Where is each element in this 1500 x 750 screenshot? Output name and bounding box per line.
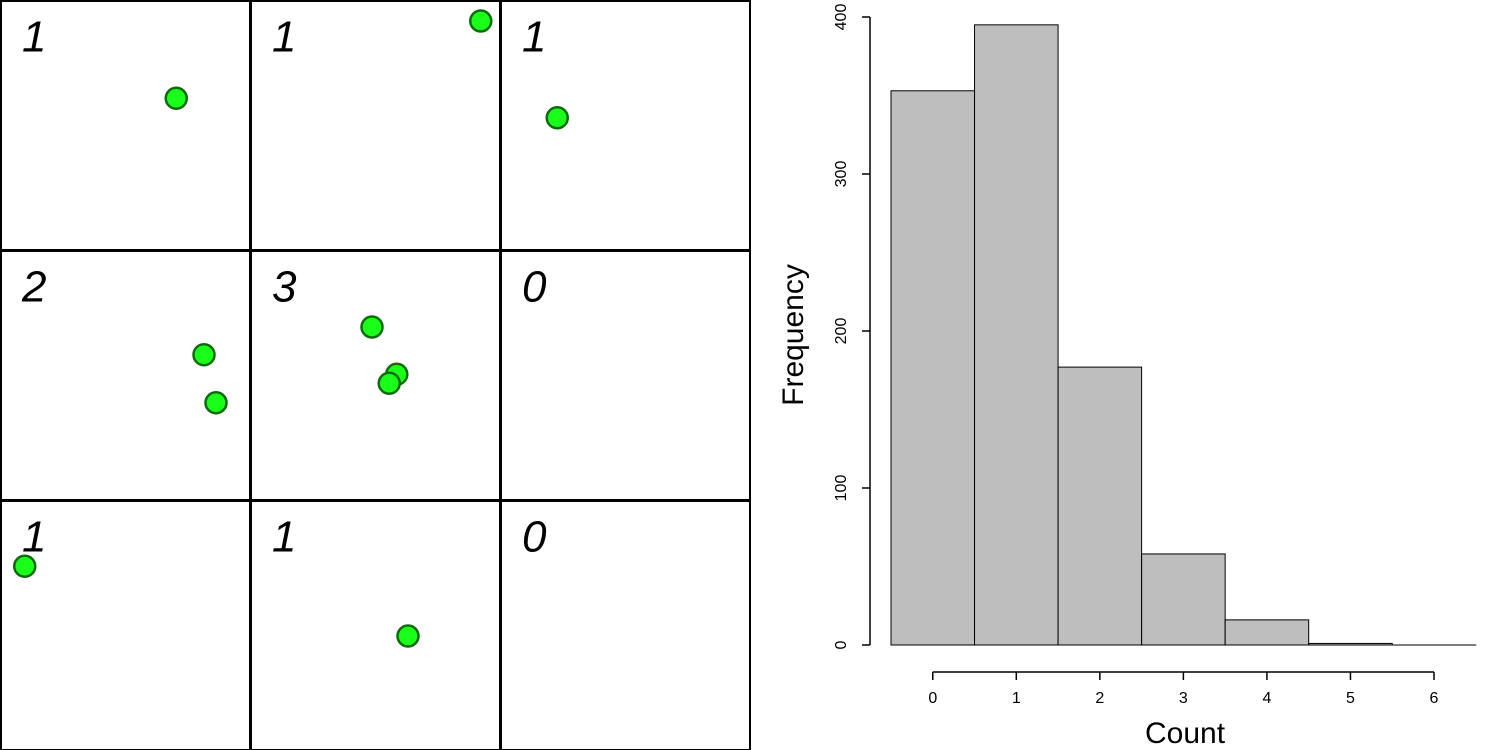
x-tick-label: 0	[928, 690, 937, 707]
x-tick-label: 3	[1179, 690, 1188, 707]
quadrat-count: 1	[522, 13, 546, 62]
quadrat-count: 1	[22, 13, 46, 62]
point	[469, 9, 493, 33]
quadrat-count: 0	[522, 513, 547, 562]
point	[204, 391, 228, 415]
x-tick-label: 5	[1346, 690, 1355, 707]
quadrat-count: 1	[272, 13, 296, 62]
y-tick-label: 400	[833, 4, 850, 31]
point	[396, 624, 420, 648]
quadrat-cell	[500, 500, 751, 750]
y-tick-label: 0	[833, 640, 850, 649]
histogram-bar	[890, 90, 976, 646]
quadrat-count: 1	[22, 513, 46, 562]
point	[360, 315, 384, 339]
quadrat-count: 0	[522, 263, 547, 312]
y-tick-label: 200	[833, 318, 850, 345]
x-tick-label: 6	[1430, 690, 1439, 707]
histogram-bar	[1057, 366, 1143, 646]
point	[545, 106, 569, 130]
x-tick-label: 4	[1262, 690, 1271, 707]
histogram-bar	[1308, 642, 1393, 646]
point	[192, 343, 216, 367]
point	[164, 86, 188, 110]
y-tick-label: 300	[833, 161, 850, 188]
point	[13, 554, 37, 578]
quadrat-count: 1	[272, 513, 296, 562]
x-tick-label: 1	[1012, 690, 1021, 707]
y-tick-label: 100	[833, 475, 850, 502]
histogram-bar	[974, 24, 1059, 646]
x-tick-label: 2	[1095, 690, 1104, 707]
y-axis-label: Frequency	[777, 264, 810, 406]
point	[377, 371, 401, 395]
histogram-bar	[1141, 553, 1226, 646]
quadrat-count: 2	[21, 263, 46, 312]
x-axis-label: Count	[1145, 717, 1226, 750]
quadrat-count: 3	[272, 263, 297, 312]
histogram-bar	[1224, 619, 1310, 646]
